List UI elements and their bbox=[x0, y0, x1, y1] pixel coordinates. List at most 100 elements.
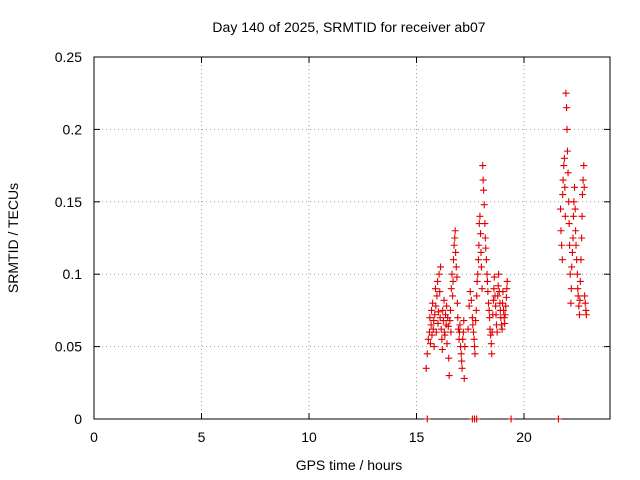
data-point bbox=[428, 306, 436, 314]
data-point bbox=[563, 147, 571, 155]
data-point bbox=[581, 299, 589, 307]
data-point bbox=[458, 357, 466, 365]
data-point bbox=[434, 277, 442, 285]
data-point bbox=[566, 241, 574, 249]
data-point bbox=[439, 317, 447, 325]
data-point bbox=[563, 104, 571, 112]
data-point bbox=[580, 183, 588, 191]
data-point bbox=[563, 125, 571, 133]
data-point bbox=[473, 277, 481, 285]
x-tick-label: 0 bbox=[90, 429, 98, 445]
data-point bbox=[473, 415, 481, 423]
data-point bbox=[434, 319, 442, 327]
data-point bbox=[507, 415, 515, 423]
data-point bbox=[559, 191, 567, 199]
data-point bbox=[445, 354, 453, 362]
data-point bbox=[477, 230, 485, 238]
data-point bbox=[497, 321, 505, 329]
data-point bbox=[468, 314, 476, 322]
data-point bbox=[554, 415, 562, 423]
data-point bbox=[557, 227, 565, 235]
x-axis-title: GPS time / hours bbox=[296, 457, 403, 473]
data-point bbox=[498, 325, 506, 333]
data-point bbox=[437, 325, 445, 333]
data-point bbox=[474, 270, 482, 278]
data-point bbox=[481, 234, 489, 242]
data-point bbox=[432, 328, 440, 336]
y-tick-label: 0 bbox=[74, 411, 82, 427]
data-point bbox=[577, 256, 585, 264]
data-point bbox=[443, 340, 451, 348]
data-point bbox=[447, 328, 455, 336]
y-tick-label: 0.25 bbox=[55, 49, 82, 65]
data-point bbox=[579, 176, 587, 184]
data-point bbox=[502, 293, 510, 301]
data-point bbox=[436, 314, 444, 322]
data-point bbox=[453, 273, 461, 281]
data-point bbox=[454, 314, 462, 322]
data-point bbox=[435, 270, 443, 278]
data-point bbox=[560, 154, 568, 162]
data-point bbox=[479, 162, 487, 170]
data-point bbox=[438, 345, 446, 353]
y-tick-label: 0.1 bbox=[63, 266, 83, 282]
axis-ticks: 0 5 10 15 20 0 0.05 0.1 0.15 0.2 0.25 bbox=[55, 49, 610, 445]
data-point bbox=[423, 350, 431, 358]
data-point bbox=[438, 335, 446, 343]
data-point bbox=[431, 311, 439, 319]
data-point bbox=[451, 234, 459, 242]
data-point bbox=[568, 263, 576, 271]
data-point bbox=[460, 317, 468, 325]
data-point bbox=[560, 162, 568, 170]
data-point bbox=[469, 321, 477, 329]
data-point bbox=[431, 285, 439, 293]
data-point bbox=[580, 162, 588, 170]
data-point bbox=[473, 292, 481, 300]
y-axis-title: SRMTID / TECUs bbox=[5, 183, 21, 293]
data-point bbox=[476, 212, 484, 220]
y-tick-label: 0.05 bbox=[55, 339, 82, 355]
data-point bbox=[447, 285, 455, 293]
data-point bbox=[456, 321, 464, 329]
data-point bbox=[490, 285, 498, 293]
data-point bbox=[567, 285, 575, 293]
data-point bbox=[499, 288, 507, 296]
data-point bbox=[453, 299, 461, 307]
data-point bbox=[502, 302, 510, 310]
data-point bbox=[486, 314, 494, 322]
data-point bbox=[446, 317, 454, 325]
data-point bbox=[578, 234, 586, 242]
data-point bbox=[450, 241, 458, 249]
data-point bbox=[423, 415, 431, 423]
data-point bbox=[573, 270, 581, 278]
data-point bbox=[494, 292, 502, 300]
data-point bbox=[449, 277, 457, 285]
data-point bbox=[471, 350, 479, 358]
data-point bbox=[427, 321, 435, 329]
data-point bbox=[426, 314, 434, 322]
data-point bbox=[492, 311, 500, 319]
x-tick-label: 10 bbox=[301, 429, 317, 445]
data-point bbox=[457, 350, 465, 358]
data-point bbox=[572, 227, 580, 235]
data-point bbox=[500, 306, 508, 314]
data-point bbox=[489, 296, 497, 304]
data-point bbox=[565, 220, 573, 228]
x-tick-label: 20 bbox=[516, 429, 532, 445]
data-point bbox=[566, 270, 574, 278]
data-point bbox=[429, 299, 437, 307]
data-point bbox=[439, 306, 447, 314]
data-point bbox=[575, 302, 583, 310]
data-point bbox=[578, 212, 586, 220]
data-point bbox=[446, 306, 454, 314]
data-point bbox=[448, 270, 456, 278]
data-point bbox=[465, 302, 473, 310]
data-point bbox=[469, 328, 477, 336]
data-point bbox=[488, 350, 496, 358]
data-point bbox=[478, 285, 486, 293]
data-point bbox=[437, 263, 445, 271]
data-point bbox=[443, 302, 451, 310]
data-point bbox=[481, 220, 489, 228]
data-point bbox=[479, 176, 487, 184]
data-point bbox=[461, 343, 469, 351]
